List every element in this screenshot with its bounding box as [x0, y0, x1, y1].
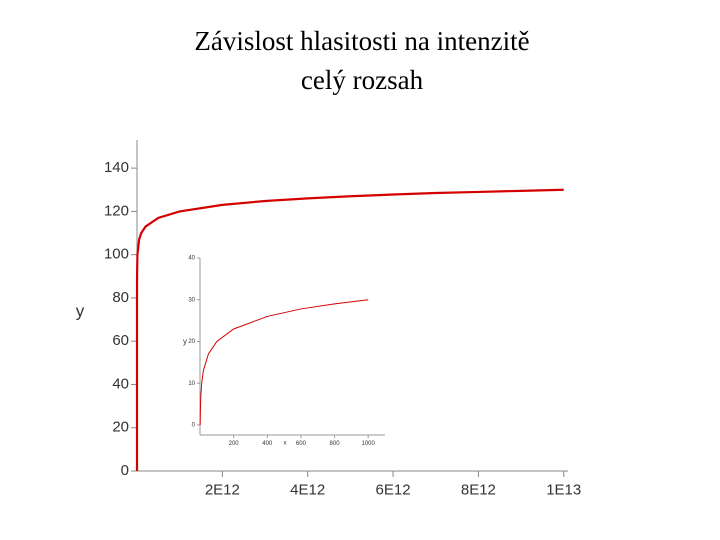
curve: [135, 188, 564, 471]
x-tick-label: 2E12: [205, 481, 240, 498]
x-tick-label: 800: [330, 441, 341, 447]
y-tick-label: 80: [112, 289, 129, 306]
x-tick-label: 4E12: [290, 481, 325, 498]
x-tick-label: 8E12: [461, 481, 496, 498]
x-tick-label: 6E12: [376, 481, 411, 498]
y-tick-label: 30: [188, 297, 195, 303]
title-line: celý rozsah: [301, 65, 424, 95]
y-tick-label: 100: [104, 246, 129, 263]
y-tick-label: 20: [112, 419, 129, 436]
y-tick-label: 120: [104, 202, 129, 219]
curve: [199, 299, 369, 425]
y-tick-label: 10: [188, 381, 195, 387]
x-axis-label: x: [284, 441, 287, 447]
x-tick-label: 1E13: [546, 481, 581, 498]
x-tick-label: 1000: [362, 441, 376, 447]
y-tick-label: 20: [188, 339, 195, 345]
y-axis-label: y: [76, 301, 85, 320]
y-tick-label: 40: [188, 256, 195, 262]
x-tick-label: 600: [296, 441, 307, 447]
y-tick-label: 0: [192, 423, 196, 429]
y-tick-label: 40: [112, 375, 129, 392]
y-tick-label: 140: [104, 159, 129, 176]
title-line: Závislost hlasitosti na intenzitě: [194, 26, 529, 56]
y-tick-label: 0: [121, 462, 129, 479]
y-axis-label: y: [183, 337, 187, 346]
x-tick-label: 400: [262, 441, 273, 447]
x-tick-label: 200: [229, 441, 240, 447]
y-tick-label: 60: [112, 332, 129, 349]
